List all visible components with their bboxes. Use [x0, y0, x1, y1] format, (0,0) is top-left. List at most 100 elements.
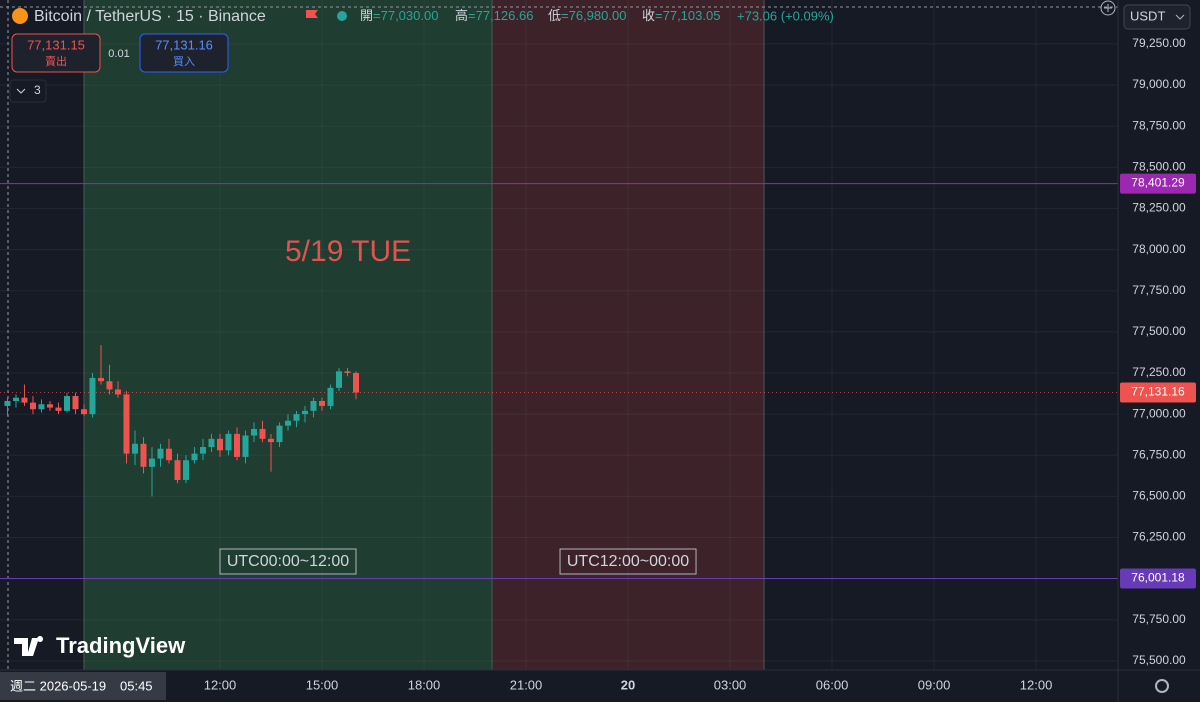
candle-body	[293, 414, 300, 421]
x-tick-label: 20	[621, 677, 635, 692]
y-tick-label: 76,500.00	[1132, 489, 1186, 503]
y-tick-label: 78,750.00	[1132, 118, 1186, 132]
ohlc-label: 低	[548, 8, 561, 23]
candle-body	[21, 397, 28, 403]
price-tag-label: 77,131.16	[1131, 385, 1185, 399]
candle-body	[250, 428, 257, 436]
candle-body	[148, 458, 155, 467]
candle-body	[225, 433, 232, 451]
logo: TradingView	[56, 633, 186, 658]
candle-body	[191, 453, 198, 461]
candle-body	[63, 396, 70, 411]
price-tag-label: 78,401.29	[1131, 176, 1185, 190]
chevron	[1175, 14, 1185, 20]
candle-body	[267, 438, 274, 443]
currency: USDT	[1130, 8, 1165, 23]
ohlc-label: 收	[642, 8, 655, 23]
quantity: 0.01	[108, 48, 129, 60]
candle-body	[310, 400, 317, 411]
candle-body	[123, 394, 130, 454]
ohlc-value: =77,103.05	[655, 8, 720, 23]
candle-body	[140, 443, 147, 467]
ohlc-value: =77,030.00	[373, 8, 438, 23]
ohlc-label: 高	[455, 8, 468, 23]
sell-button[interactable]	[11, 33, 101, 73]
status-dot	[337, 11, 347, 21]
y-tick-label: 78,500.00	[1132, 160, 1186, 174]
candle-body	[336, 371, 343, 388]
ohlc-value: =76,980.00	[561, 8, 626, 23]
sell-label: 賣出	[45, 54, 67, 68]
y-tick-label: 76,250.00	[1132, 530, 1186, 544]
candle-body	[106, 381, 113, 390]
crosshair-date: 週二 2026-05-19	[10, 678, 106, 693]
candle-body	[174, 460, 181, 480]
buy-button[interactable]	[139, 33, 229, 73]
currency-button[interactable]	[1123, 4, 1191, 30]
annotation: 5/19 TUE	[285, 235, 411, 268]
candle-body	[276, 425, 283, 443]
candle-body	[46, 404, 53, 408]
price-tag	[1120, 173, 1196, 194]
x-tick-label: 12:00	[204, 677, 237, 692]
price-tag	[1120, 568, 1196, 589]
candle-body	[208, 438, 215, 448]
settings-icon[interactable]	[1155, 679, 1169, 693]
zone-label: UTC12:00~00:00	[567, 553, 689, 570]
candle-body	[165, 448, 172, 461]
x-tick-label: 21:00	[510, 677, 543, 692]
y-tick-label: 79,250.00	[1132, 36, 1186, 50]
candle-body	[302, 410, 309, 415]
change: +73.06 (+0.09%)	[737, 8, 834, 23]
zone-label-box	[559, 548, 697, 575]
sell-price: 77,131.15	[27, 37, 85, 52]
y-tick-label: 75,750.00	[1132, 612, 1186, 626]
session-zone	[83, 0, 493, 670]
y-tick-label: 77,750.00	[1132, 283, 1186, 297]
y-tick-label: 77,500.00	[1132, 324, 1186, 338]
candle-body	[182, 460, 189, 480]
buy-price: 77,131.16	[155, 37, 213, 52]
candle-body	[97, 377, 104, 382]
session-zone	[492, 0, 765, 670]
candle-body	[114, 389, 121, 395]
candle-body	[131, 443, 138, 454]
x-tick-label: 03:00	[714, 677, 747, 692]
zone-label: UTC00:00~12:00	[227, 553, 349, 570]
buy-label: 買入	[173, 55, 195, 68]
ohlc-item: 開=77,030.00	[360, 8, 438, 23]
y-tick-label: 79,000.00	[1132, 77, 1186, 91]
candle-body	[285, 420, 292, 426]
price-tag-label: 76,001.18	[1131, 571, 1185, 585]
candle-body	[233, 433, 240, 457]
indicators-toggle[interactable]	[9, 79, 47, 103]
crosshair-time: 05:45	[120, 678, 153, 693]
indicators-count: 3	[34, 83, 41, 97]
y-tick-label: 77,250.00	[1132, 365, 1186, 379]
x-tick-label: 15:00	[306, 677, 339, 692]
coin-icon	[12, 8, 28, 24]
y-tick-label: 78,250.00	[1132, 201, 1186, 215]
symbol[interactable]: Bitcoin / TetherUS · 15 · Binance	[34, 8, 266, 25]
add-icon	[1104, 4, 1112, 12]
candle-body	[29, 402, 36, 410]
x-tick-label: 06:00	[816, 677, 849, 692]
ohlc-label: 開	[360, 8, 373, 23]
candle-body	[353, 373, 360, 393]
ohlc-item: 收=77,103.05	[642, 8, 720, 23]
candle-body	[327, 387, 334, 406]
y-tick-label: 78,000.00	[1132, 242, 1186, 256]
candle-body	[199, 447, 206, 454]
candle-body	[89, 377, 96, 415]
candle-body	[216, 438, 223, 451]
chevron	[16, 88, 26, 94]
zone-label-box	[219, 548, 357, 575]
ohlc-item: 高=77,126.66	[455, 8, 533, 23]
flag-icon[interactable]	[306, 10, 318, 18]
candle-body	[4, 400, 11, 406]
x-tick-label: 09:00	[918, 677, 951, 692]
ohlc-item: 低=76,980.00	[548, 8, 626, 23]
candle-body	[80, 409, 87, 415]
add-icon[interactable]	[1100, 0, 1116, 16]
